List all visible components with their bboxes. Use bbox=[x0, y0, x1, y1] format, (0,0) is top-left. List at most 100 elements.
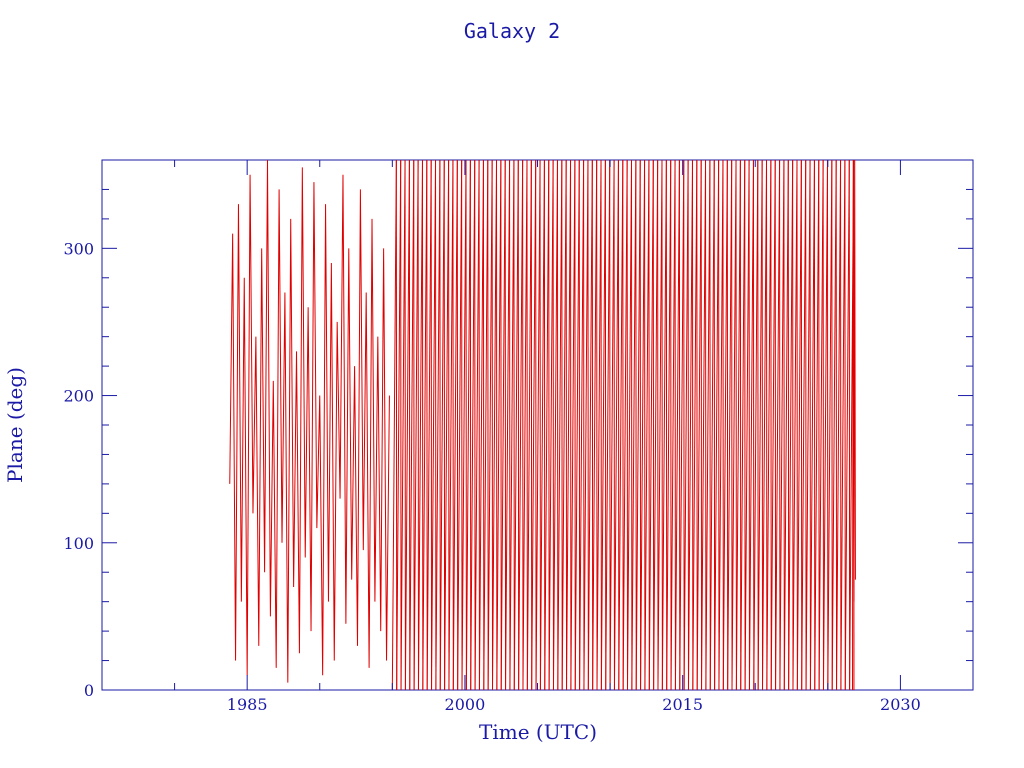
sawtooth-ramp bbox=[422, 159, 428, 691]
sawtooth-ramp bbox=[748, 159, 754, 691]
sawtooth-ramp bbox=[805, 159, 811, 691]
data-series bbox=[229, 159, 856, 691]
sawtooth-ramp bbox=[465, 159, 471, 691]
sawtooth-ramp bbox=[753, 159, 759, 691]
x-axis-label: Time (UTC) bbox=[479, 720, 597, 744]
sawtooth-ramp bbox=[413, 159, 419, 691]
sawtooth-ramp bbox=[687, 159, 693, 691]
sawtooth-ramp bbox=[478, 159, 484, 691]
sawtooth-ramp bbox=[674, 159, 680, 691]
sawtooth-ramp bbox=[596, 159, 602, 691]
sawtooth-ramp bbox=[570, 159, 576, 691]
sawtooth-ramp bbox=[526, 159, 532, 691]
sawtooth-ramp bbox=[670, 159, 676, 691]
sawtooth-ramp bbox=[696, 159, 702, 691]
sawtooth-ramp bbox=[788, 159, 794, 691]
sawtooth-ramp bbox=[735, 159, 741, 691]
sawtooth-ramp bbox=[483, 159, 489, 691]
sawtooth-ramp bbox=[539, 159, 545, 691]
x-tick-label: 1985 bbox=[227, 695, 268, 714]
sawtooth-ramp bbox=[727, 159, 733, 691]
y-axis-label: Plane (deg) bbox=[3, 367, 27, 483]
sawtooth-ramp bbox=[648, 159, 654, 691]
sawtooth-ramp bbox=[683, 159, 689, 691]
sawtooth-ramp bbox=[661, 159, 667, 691]
sawtooth-ramp bbox=[409, 159, 415, 691]
sawtooth-ramp bbox=[579, 159, 585, 691]
sawtooth-ramp bbox=[801, 159, 807, 691]
sawtooth-ramp bbox=[548, 159, 554, 691]
sawtooth-ramp bbox=[640, 159, 646, 691]
sawtooth-ramp bbox=[574, 159, 580, 691]
sawtooth-ramp bbox=[705, 159, 711, 691]
sawtooth-ramp bbox=[740, 159, 746, 691]
series-segment bbox=[229, 159, 390, 683]
y-tick-label: 100 bbox=[63, 534, 94, 553]
sawtooth-ramp bbox=[644, 159, 650, 691]
sawtooth-ramp bbox=[592, 159, 598, 691]
x-tick-label: 2030 bbox=[880, 695, 921, 714]
sawtooth-ramp bbox=[827, 159, 833, 691]
sawtooth-ramp bbox=[840, 159, 846, 691]
sawtooth-ramp bbox=[814, 159, 820, 691]
sawtooth-ramp bbox=[744, 159, 750, 691]
sawtooth-ramp bbox=[657, 159, 663, 691]
sawtooth-ramp bbox=[396, 159, 402, 691]
sawtooth-ramp bbox=[613, 159, 619, 691]
sawtooth-ramp bbox=[762, 159, 768, 691]
sawtooth-ramp bbox=[722, 159, 728, 691]
sawtooth-ramp bbox=[701, 159, 707, 691]
y-tick-label: 300 bbox=[63, 239, 94, 258]
sawtooth-ramp bbox=[417, 159, 423, 691]
sawtooth-ramp bbox=[609, 159, 615, 691]
sawtooth-ramp bbox=[509, 159, 515, 691]
sawtooth-ramp bbox=[518, 159, 524, 691]
sawtooth-ramp bbox=[714, 159, 720, 691]
sawtooth-ramp bbox=[783, 159, 789, 691]
sawtooth-ramp bbox=[757, 159, 763, 691]
sawtooth-ramp bbox=[587, 159, 593, 691]
sawtooth-ramp bbox=[439, 159, 445, 691]
sawtooth-ramp bbox=[522, 159, 528, 691]
sawtooth-ramp bbox=[631, 159, 637, 691]
sawtooth-ramp bbox=[718, 159, 724, 691]
sawtooth-ramp bbox=[796, 159, 802, 691]
sawtooth-ramp bbox=[535, 159, 541, 691]
sawtooth-ramp bbox=[391, 159, 397, 691]
sawtooth-ramp bbox=[431, 159, 437, 691]
sawtooth-ramp bbox=[618, 159, 624, 691]
sawtooth-ramp bbox=[452, 159, 458, 691]
sawtooth-ramp bbox=[500, 159, 506, 691]
series-end-segment bbox=[852, 159, 856, 691]
sawtooth-ramp bbox=[809, 159, 815, 691]
sawtooth-ramp bbox=[844, 159, 850, 691]
sawtooth-ramp bbox=[531, 159, 537, 691]
y-tick-label: 0 bbox=[84, 681, 94, 700]
y-tick-label: 200 bbox=[63, 387, 94, 406]
sawtooth-ramp bbox=[513, 159, 519, 691]
sawtooth-ramp bbox=[770, 159, 776, 691]
sawtooth-ramp bbox=[448, 159, 454, 691]
sawtooth-ramp bbox=[622, 159, 628, 691]
sawtooth-ramp bbox=[831, 159, 837, 691]
chart-title: Galaxy 2 bbox=[464, 19, 560, 43]
sawtooth-ramp bbox=[692, 159, 698, 691]
sawtooth-ramp bbox=[474, 159, 480, 691]
sawtooth-ramp bbox=[400, 159, 406, 691]
sawtooth-ramp bbox=[627, 159, 633, 691]
sawtooth-ramp bbox=[779, 159, 785, 691]
sawtooth-ramp bbox=[404, 159, 410, 691]
x-tick-label: 2015 bbox=[662, 695, 703, 714]
sawtooth-ramp bbox=[679, 159, 685, 691]
sawtooth-ramp bbox=[461, 159, 467, 691]
sawtooth-ramp bbox=[666, 159, 672, 691]
sawtooth-ramp bbox=[505, 159, 511, 691]
sawtooth-ramp bbox=[822, 159, 828, 691]
sawtooth-ramp bbox=[544, 159, 550, 691]
sawtooth-ramp bbox=[605, 159, 611, 691]
sawtooth-ramp bbox=[766, 159, 772, 691]
axis-ticks: 0 100 200 300 1985 2000 2015 2030 bbox=[63, 159, 974, 714]
sawtooth-ramp bbox=[583, 159, 589, 691]
sawtooth-ramp bbox=[496, 159, 502, 691]
